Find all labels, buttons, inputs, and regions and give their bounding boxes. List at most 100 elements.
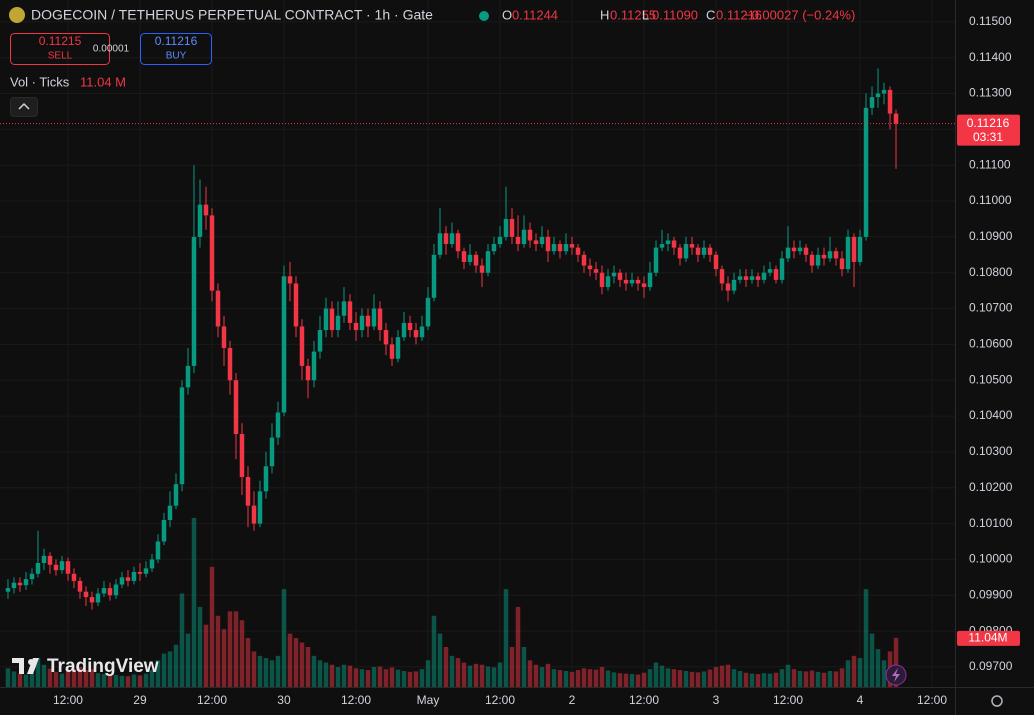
volume-bar [353, 668, 359, 687]
volume-bar [59, 673, 65, 687]
y-tick-label: 0.11300 [969, 86, 1012, 100]
sell-label: SELL [48, 51, 73, 62]
volume-bar [875, 649, 881, 687]
ohlc-value: 0.11244 [512, 7, 558, 22]
volume-bar [779, 669, 785, 687]
candle-body [521, 229, 527, 245]
buy-button[interactable] [140, 33, 212, 65]
candle-body [473, 254, 479, 266]
candle-body [23, 579, 29, 586]
y-tick-label: 0.11400 [969, 50, 1012, 64]
y-tick-label: 0.11000 [969, 193, 1012, 207]
y-tick-label: 0.10100 [969, 516, 1013, 530]
candle-body [113, 584, 119, 596]
volume-bar [665, 668, 671, 687]
volume-bar [413, 671, 419, 687]
volume-bar [341, 664, 347, 687]
candle-body [335, 315, 341, 331]
lightning-icon [892, 668, 900, 682]
candle-body [125, 577, 131, 581]
candle-body [851, 236, 857, 262]
candle-body [689, 244, 695, 248]
candle-body [569, 244, 575, 248]
candle-body [239, 433, 245, 477]
candle-body [659, 244, 665, 248]
countdown: 03:31 [973, 130, 1003, 144]
y-tick-label: 0.10800 [969, 265, 1013, 279]
candle-body [695, 247, 701, 255]
candle-body [857, 236, 863, 262]
candle-body [173, 484, 179, 506]
candle-body [881, 89, 887, 94]
volume-bar [737, 670, 743, 687]
candle-body [677, 247, 683, 259]
candle-body [353, 322, 359, 331]
symbol-title[interactable]: DOGECOIN / TETHERUS PERPETUAL CONTRACT ·… [31, 7, 433, 23]
candle-body [575, 247, 581, 255]
candle-body [629, 279, 635, 284]
volume-bar [311, 655, 317, 687]
volume-bar [815, 671, 821, 687]
ohlc-key: H [600, 7, 609, 22]
volume-bar [377, 666, 383, 687]
candle-body [773, 269, 779, 280]
volume-bar [629, 674, 635, 687]
volume-bar [419, 669, 425, 687]
volume-bar [641, 672, 647, 687]
volume-bar [623, 673, 629, 687]
volume-bar [569, 671, 575, 687]
candle-body [803, 247, 809, 255]
candle-body [821, 254, 827, 259]
volume-bar [17, 673, 23, 687]
buy-label: BUY [166, 51, 187, 62]
candle-body [77, 580, 83, 592]
market-status[interactable] [479, 11, 489, 21]
candle-body [713, 254, 719, 270]
volume-bar [365, 670, 371, 687]
volume-bar [101, 674, 107, 687]
volume-bar [857, 658, 863, 687]
candle-body [893, 113, 899, 124]
volume-bar [761, 673, 767, 687]
volume-bar [695, 672, 701, 687]
candle-body [863, 107, 869, 237]
candle-body [419, 326, 425, 338]
candle-body [839, 258, 845, 270]
volume-bar [335, 666, 341, 687]
x-tick-label: 12:00 [341, 693, 371, 707]
volume-bar [359, 669, 365, 687]
settings-icon[interactable] [991, 695, 1003, 707]
candle-body [665, 240, 671, 245]
volume-bar [671, 669, 677, 687]
volume-bar [89, 669, 95, 687]
candle-body [161, 519, 167, 542]
volume-bar [485, 666, 491, 687]
candle-body [29, 573, 35, 580]
candle-body [767, 269, 773, 273]
candle-body [11, 582, 17, 589]
ohlc-value: 0.11216 [716, 7, 762, 22]
candle-body [737, 276, 743, 280]
volume-title[interactable]: Vol · Ticks [10, 74, 70, 89]
volume-bar [191, 517, 197, 687]
candle-body [119, 577, 125, 585]
candle-body [329, 308, 335, 331]
volume-badge-label: 11.04M [968, 631, 1007, 645]
collapse-button[interactable] [10, 97, 38, 117]
candle-body [299, 326, 305, 366]
candle-body [869, 97, 875, 108]
sell-button[interactable] [10, 33, 110, 65]
volume-bar [329, 664, 335, 687]
candle-body [215, 290, 221, 327]
volume-bar [491, 667, 497, 687]
volume-bar [425, 660, 431, 687]
volume-bar [29, 672, 35, 687]
candle-body [599, 272, 605, 288]
ohlc-key: L [642, 7, 649, 22]
candle-body [179, 387, 185, 485]
volume-bar [305, 646, 311, 687]
ohlc-key: C [706, 7, 715, 22]
candle-body [389, 344, 395, 359]
candle-body [5, 588, 11, 592]
volume-bar [767, 673, 773, 687]
